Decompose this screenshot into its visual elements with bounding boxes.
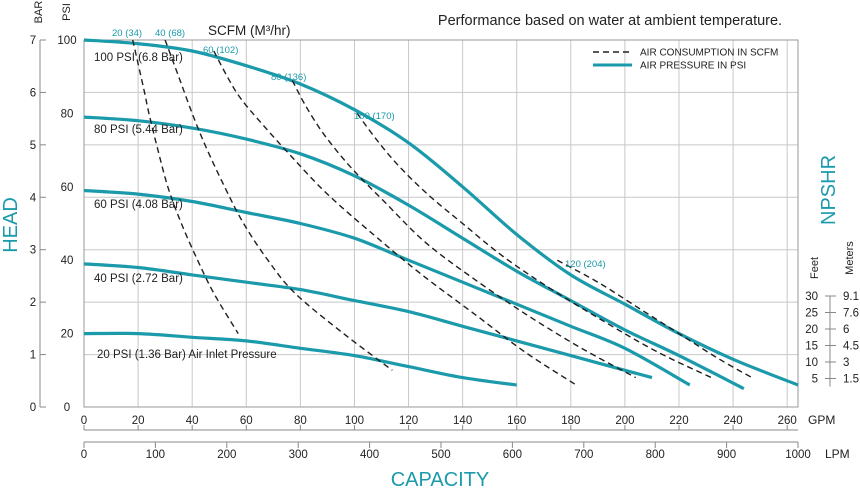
- npshr-feet-tick: 20: [805, 324, 818, 336]
- gpm-tick-label: 260: [778, 415, 797, 427]
- head-axis-title: HEAD: [0, 197, 22, 253]
- air-consumption-curve: [164, 39, 393, 371]
- lpm-tick-label: 1000: [785, 449, 811, 461]
- gpm-tick-label: 80: [294, 415, 307, 427]
- psi-tick-label: 40: [61, 255, 74, 267]
- lpm-tick-label: 800: [646, 449, 665, 461]
- npshr-feet-tick: 25: [805, 308, 818, 320]
- bar-tick-label: 3: [30, 245, 36, 257]
- lpm-tick-label: 200: [217, 449, 236, 461]
- npshr-meters-tick: 7.6: [843, 308, 859, 320]
- lpm-unit-label: LPM: [825, 447, 850, 461]
- scfm-header: SCFM (M³/hr): [208, 23, 290, 38]
- pressure-curve-label: 60 PSI (4.08 Bar): [94, 199, 183, 211]
- labels: 100 PSI (6.8 Bar) 80 PSI (5.44 Bar) 60 PSI…: [94, 28, 606, 361]
- air-consumption-label: 60 (102): [203, 45, 238, 56]
- legend: AIR CONSUMPTION IN SCFM AIR PRESSURE IN …: [593, 48, 778, 72]
- air-consumption-label: 120 (204): [565, 259, 606, 270]
- capacity-axis-title: CAPACITY: [391, 469, 490, 491]
- npshr-feet-tick: 5: [812, 374, 818, 386]
- lpm-tick-label: 600: [503, 449, 522, 461]
- npshr-feet-tick: 30: [805, 291, 818, 303]
- air-consumption-label: 80 (136): [271, 72, 306, 83]
- npshr-meters-tick: 6: [843, 324, 849, 336]
- npshr-feet-tick: 10: [805, 357, 818, 369]
- air-consumption-curves: [132, 39, 753, 386]
- psi-tick-label: 60: [61, 182, 74, 194]
- gpm-tick-label: 160: [507, 415, 526, 427]
- pressure-curve-label: 20 PSI (1.36 Bar) Air Inlet Pressure: [97, 349, 277, 361]
- psi-tick-label: 20: [61, 329, 74, 341]
- air-consumption-label: 100 (170): [354, 111, 395, 122]
- pressure-curve: [83, 262, 653, 380]
- legend-air-consumption: AIR CONSUMPTION IN SCFM: [640, 48, 778, 59]
- psi-tick-label: 80: [61, 108, 74, 120]
- npshr-meters-tick: 4.5: [843, 341, 859, 353]
- pressure-curves: [83, 38, 799, 391]
- air-consumption-label: 20 (34): [112, 28, 142, 39]
- npshr-meters-tick: 9.1: [843, 291, 859, 303]
- lpm-tick-label: 700: [574, 449, 593, 461]
- gpm-tick-label: 100: [345, 415, 364, 427]
- bar-tick-label: 0: [30, 402, 36, 414]
- gpm-tick-label: 20: [132, 415, 145, 427]
- gpm-tick-label: 240: [723, 415, 742, 427]
- gpm-tick-label: 180: [561, 415, 580, 427]
- pressure-curve: [83, 188, 691, 387]
- npshr-meters-tick: 3: [843, 357, 849, 369]
- legend-air-pressure: AIR PRESSURE IN PSI: [640, 61, 746, 72]
- lpm-tick-label: 500: [431, 449, 450, 461]
- plot-frame: [83, 39, 799, 408]
- npshr-scale: 30 9.1 25 7.6 20 6 15 4.5 10 3 5 1.5: [805, 291, 859, 387]
- bar-tick-label: 5: [30, 140, 36, 152]
- lpm-tick-label: 900: [717, 449, 736, 461]
- gpm-tick-label: 0: [81, 415, 87, 427]
- chart-title: Performance based on water at ambient te…: [438, 13, 782, 29]
- psi-tick-label: 0: [64, 402, 70, 414]
- air-consumption-curve: [132, 39, 239, 334]
- npshr-meters-tick: 1.5: [843, 374, 859, 386]
- pressure-curve-label: 40 PSI (2.72 Bar): [94, 273, 183, 285]
- pressure-curve-label: 80 PSI (5.44 Bar): [94, 124, 183, 136]
- lpm-tick-label: 100: [146, 449, 165, 461]
- air-consumption-curve: [213, 50, 577, 386]
- gpm-tick-label: 60: [240, 415, 253, 427]
- air-consumption-label: 40 (68): [155, 28, 185, 39]
- gpm-tick-label: 220: [669, 415, 688, 427]
- pressure-curve: [83, 115, 745, 391]
- bar-tick-label: 2: [30, 297, 36, 309]
- bar-tick-label: 6: [30, 87, 36, 99]
- psi-unit-label: PSI: [61, 3, 73, 21]
- gpm-tick-label: 120: [399, 415, 418, 427]
- lpm-tick-label: 400: [360, 449, 379, 461]
- gpm-tick-label: 140: [453, 415, 472, 427]
- meters-unit-label: Meters: [844, 241, 856, 275]
- feet-unit-label: Feet: [809, 257, 821, 279]
- air-consumption-curve: [356, 112, 712, 379]
- pressure-curve-label: 100 PSI (6.8 Bar): [94, 52, 183, 64]
- gpm-tick-label: 40: [186, 415, 199, 427]
- pressure-curve: [83, 331, 517, 387]
- bar-tick-label: 1: [30, 350, 36, 362]
- bar-tick-label: 4: [30, 192, 37, 204]
- air-consumption-curve: [556, 259, 753, 379]
- psi-tick-label: 100: [57, 35, 76, 47]
- gpm-tick-label: 200: [615, 415, 634, 427]
- pressure-curve: [83, 38, 799, 387]
- lpm-tick-label: 300: [289, 449, 308, 461]
- bar-unit-label: BAR: [33, 1, 45, 24]
- npshr-feet-tick: 15: [805, 341, 818, 353]
- bar-tick-label: 7: [30, 35, 36, 47]
- air-consumption-curve: [291, 80, 637, 379]
- lpm-tick-label: 0: [81, 449, 87, 461]
- gpm-unit-label: GPM: [808, 413, 835, 427]
- npshr-axis-title: NPSHR: [818, 155, 840, 225]
